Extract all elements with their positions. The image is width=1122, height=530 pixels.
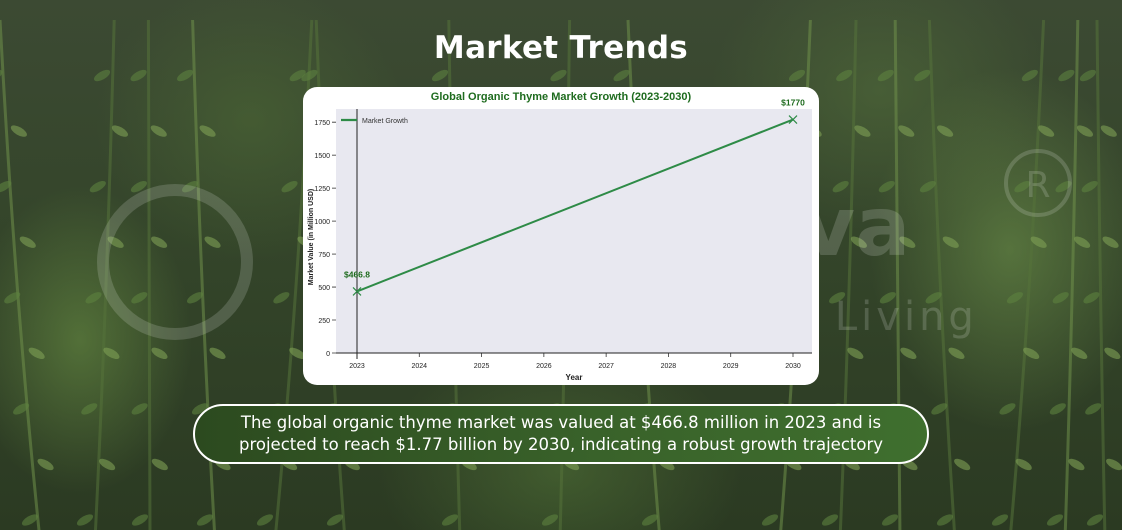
foliage-stem	[821, 19, 871, 530]
foliage-stem	[76, 19, 128, 530]
x-tick-label: 2023	[349, 363, 365, 370]
caption-line-2: projected to reach $1.77 billion by 2030…	[238, 435, 884, 454]
data-point-marker	[352, 287, 362, 296]
data-label: $1770	[781, 98, 805, 108]
y-tick-label: 1500	[314, 153, 330, 160]
foliage-stem	[177, 19, 231, 530]
data-point-marker	[788, 115, 798, 124]
line-chart: Global Organic Thyme Market Growth (2023…	[308, 91, 812, 382]
legend-label: Market Growth	[362, 118, 408, 125]
x-tick-label: 2025	[474, 363, 490, 370]
series-line-market-growth	[356, 118, 794, 293]
legend: Market Growth	[341, 118, 408, 125]
y-tick-label: 1000	[314, 219, 330, 226]
foliage-stem	[1046, 19, 1094, 530]
x-tick-label: 2024	[411, 363, 427, 370]
y-tick-label: 250	[318, 318, 330, 325]
foliage-stem	[991, 19, 1055, 530]
y-tick-label: 500	[318, 285, 330, 292]
y-axis-label: Market Value (in Million USD)	[308, 189, 315, 285]
foliage-stem	[914, 19, 971, 530]
foliage-stem	[130, 19, 168, 530]
foliage-stem	[0, 19, 54, 530]
caption-banner: The global organic thyme market was valu…	[193, 404, 929, 464]
page-title: Market Trends	[433, 30, 689, 66]
watermark-registered-mark: R	[1025, 165, 1050, 206]
y-tick-label: 1250	[314, 186, 330, 193]
plot-area	[336, 109, 812, 353]
x-tick-label: 2027	[598, 363, 614, 370]
data-label: $466.8	[344, 269, 370, 279]
x-tick-label: 2026	[536, 363, 552, 370]
foliage-stem	[1079, 19, 1122, 530]
y-tick-label: 750	[318, 252, 330, 259]
caption-line-1: The global organic thyme market was valu…	[240, 413, 882, 432]
y-tick-label: 1750	[314, 120, 330, 127]
x-tick-label: 2028	[661, 363, 677, 370]
x-tick-label: 2030	[785, 363, 801, 370]
chart-title: Global Organic Thyme Market Growth (2023…	[431, 91, 692, 103]
x-axis-label: Year	[566, 373, 583, 382]
chart-card: Global Organic Thyme Market Growth (2023…	[303, 87, 819, 385]
x-tick-label: 2029	[723, 363, 739, 370]
y-tick-label: 0	[326, 351, 330, 358]
